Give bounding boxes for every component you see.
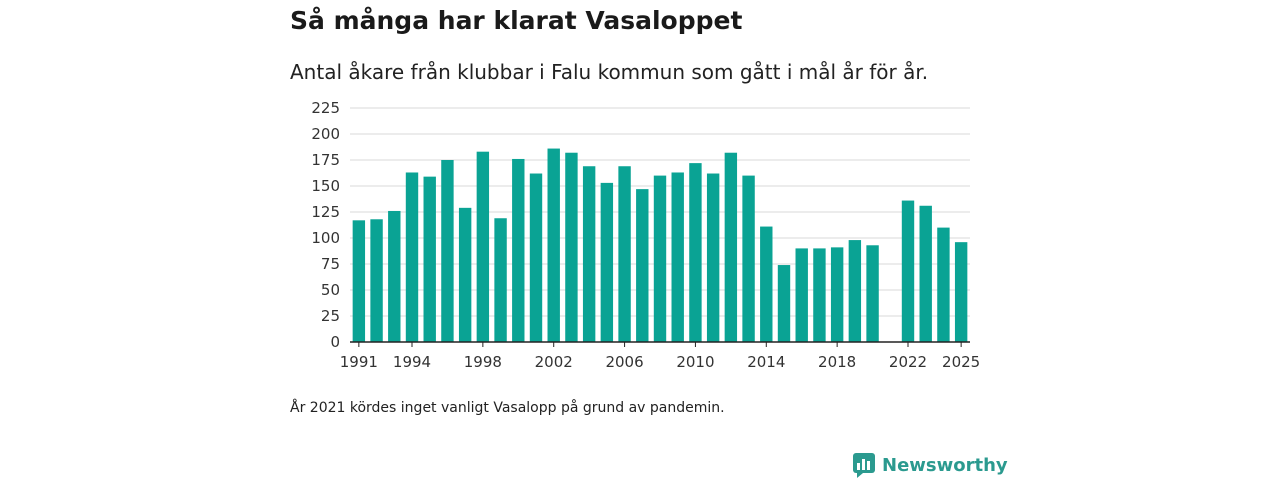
bar [919,205,932,342]
bar [795,248,808,342]
bar [618,166,631,342]
x-tick-label: 2002 [535,353,573,371]
bar [653,175,667,342]
y-tick-label: 225 [311,99,340,117]
bar [866,245,879,342]
chart-title: Så många har klarat Vasaloppet [290,6,743,35]
bar [848,240,862,342]
x-tick-label: 2010 [676,353,714,371]
y-tick-label: 75 [321,255,340,273]
bar [405,172,419,342]
x-tick-label: 2022 [889,353,927,371]
newsworthy-logo-icon [853,453,875,478]
bar [777,265,791,342]
y-tick-label: 200 [311,125,340,143]
x-tick-label: 2006 [605,353,643,371]
bar [742,175,755,342]
brand-name: Newsworthy [882,454,1008,476]
bar [954,242,968,342]
bar [813,248,826,342]
bar [512,158,525,342]
bar [706,173,720,342]
y-tick-label: 50 [321,281,340,299]
bar [600,182,614,342]
y-tick-label: 150 [311,177,340,195]
x-tick-label: 2014 [747,353,785,371]
bar [937,227,950,342]
x-tick-label: 1991 [340,353,378,371]
bar [441,160,454,342]
bar [760,226,773,342]
bar [352,220,366,342]
bar [671,172,684,342]
bar [476,151,490,342]
footnote: År 2021 kördes inget vanligt Vasalopp på… [290,400,725,416]
bar [565,152,578,342]
x-tick-label: 2018 [818,353,856,371]
y-tick-label: 175 [311,151,340,169]
bar [388,210,401,342]
bar [636,189,649,342]
bar [494,218,507,342]
newsworthy-logo: Newsworthy [852,452,1008,478]
bar [582,166,596,342]
x-tick-label: 2025 [942,353,980,371]
bar [901,200,915,342]
y-tick-label: 100 [311,229,340,247]
bar [830,247,844,342]
x-tick-label: 1994 [393,353,431,371]
bar [458,207,472,342]
y-tick-label: 125 [311,203,340,221]
bar [547,148,560,342]
chart-subtitle: Antal åkare från klubbar i Falu kommun s… [290,60,929,84]
y-tick-label: 0 [330,333,340,351]
y-tick-label: 25 [321,307,340,325]
bar-chart: 0 25 50 75 100 125 150 175 200 225 1991 1994 1998 200… [311,99,980,371]
bar [423,176,436,342]
bar [370,219,383,342]
x-tick-label: 1998 [464,353,502,371]
bar [689,163,702,342]
bar [529,173,543,342]
bar [724,152,738,342]
